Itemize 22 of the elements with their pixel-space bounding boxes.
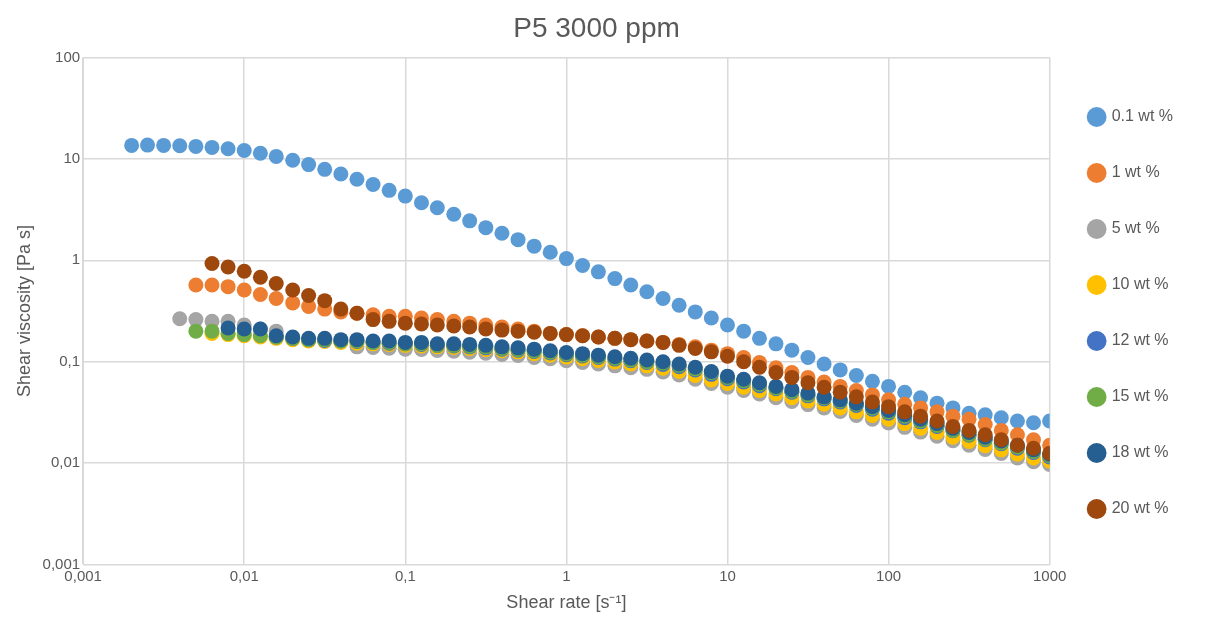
chart-title: P5 3000 ppm [513,11,680,43]
x-tick-label: 10 [719,566,736,584]
legend-label: 18 wt % [1111,443,1169,461]
y-tick-label: 100 [55,47,81,65]
legend-label: 15 wt % [1111,387,1169,405]
legend-label: 20 wt % [1111,499,1169,517]
x-tick-label: 1 [562,566,571,584]
x-tick-label: 1000 [1032,566,1067,584]
y-tick-label: 0,01 [50,453,81,471]
x-tick-label: 100 [876,566,902,584]
legend-label: 10 wt % [1111,275,1169,293]
legend-label: 0.1 wt % [1111,107,1173,125]
y-tick-label: 10 [63,149,81,167]
x-tick-label: 0,1 [394,566,416,584]
y-tick-label: 1 [71,250,81,268]
legend-label: 5 wt % [1111,219,1160,237]
y-axis-title: Shear viscosity [Pa s] [13,224,34,398]
legend-label: 12 wt % [1111,331,1169,349]
x-tick-label: 0,01 [229,566,259,584]
y-tick-label: 0,1 [59,351,81,369]
x-axis-title: Shear rate [s⁻¹] [506,592,627,613]
legend-label: 1 wt % [1111,163,1160,181]
